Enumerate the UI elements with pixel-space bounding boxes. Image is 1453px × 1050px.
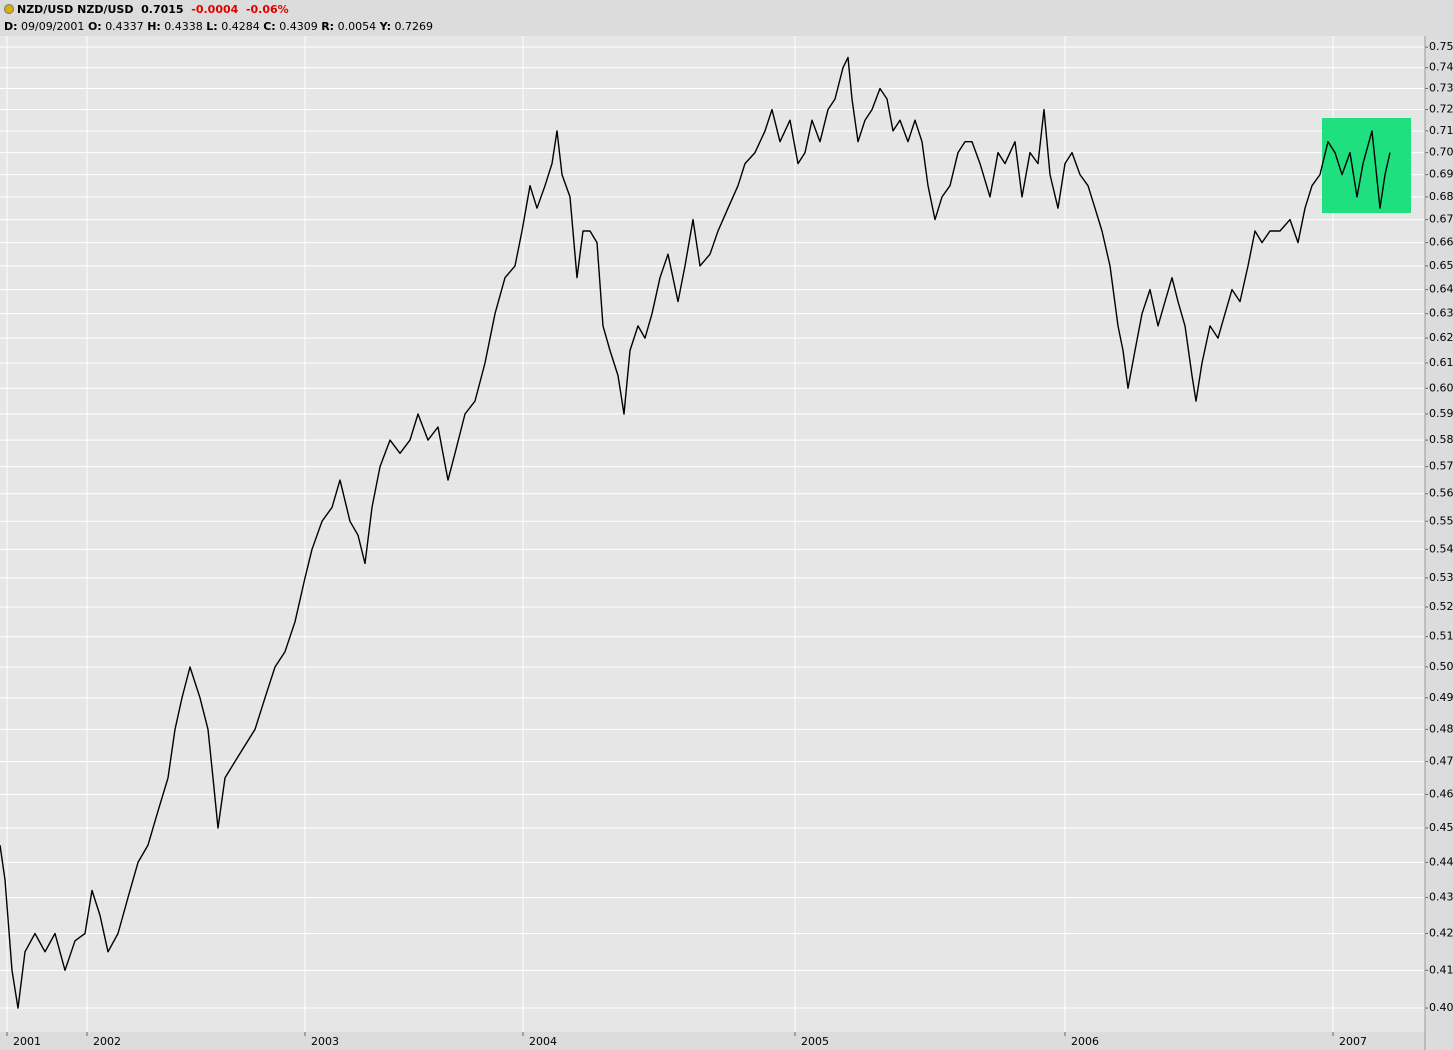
info-value: 0.7269 xyxy=(394,20,434,33)
price-line xyxy=(0,56,1391,1009)
y-tick-label: 0.73 xyxy=(1429,81,1453,94)
y-tick-label: 0.41 xyxy=(1429,963,1453,976)
info-label: C: xyxy=(263,20,276,33)
y-tick-label: 0.51 xyxy=(1429,630,1453,643)
y-tick-label: 0.61 xyxy=(1429,356,1453,369)
y-tick-label: 0.64 xyxy=(1429,283,1453,296)
y-tick-label: 0.45 xyxy=(1429,821,1453,834)
last-price: 0.7015 xyxy=(141,3,184,16)
y-tick-label: 0.54 xyxy=(1429,542,1453,555)
symbol-icon xyxy=(4,4,14,14)
y-tick-label: 0.48 xyxy=(1429,722,1453,735)
y-tick-label: 0.62 xyxy=(1429,331,1453,344)
plot-background xyxy=(0,36,1425,1032)
y-tick-label: 0.42 xyxy=(1429,926,1453,939)
x-tick-label: 2006 xyxy=(1071,1035,1099,1048)
info-label: O: xyxy=(87,20,102,33)
y-tick-label: 0.72 xyxy=(1429,103,1453,116)
y-axis-area xyxy=(1425,36,1453,1050)
info-label: R: xyxy=(321,20,335,33)
y-tick-label: 0.58 xyxy=(1429,433,1453,446)
y-tick-label: 0.67 xyxy=(1429,213,1453,226)
y-tick-label: 0.60 xyxy=(1429,381,1453,394)
info-value: 0.4284 xyxy=(221,20,260,33)
y-tick-label: 0.65 xyxy=(1429,259,1453,272)
highlight-box xyxy=(1322,118,1411,213)
title-row: NZD/USD NZD/USD 0.7015 -0.0004 -0.06% xyxy=(4,3,289,16)
y-tick-label: 0.74 xyxy=(1429,61,1453,74)
change-pct: -0.06% xyxy=(245,3,289,16)
y-tick-label: 0.69 xyxy=(1429,168,1453,181)
y-tick-label: 0.63 xyxy=(1429,307,1453,320)
x-tick-label: 2004 xyxy=(529,1035,557,1048)
y-tick-label: 0.46 xyxy=(1429,787,1453,800)
info-label: D: xyxy=(4,20,18,33)
y-tick-label: 0.68 xyxy=(1429,190,1453,203)
y-tick-label: 0.43 xyxy=(1429,891,1453,904)
y-tick-label: 0.66 xyxy=(1429,236,1453,249)
y-tick-label: 0.44 xyxy=(1429,855,1453,868)
y-tick-label: 0.70 xyxy=(1429,146,1453,159)
symbol-title: NZD/USD NZD/USD xyxy=(17,3,134,16)
info-label: Y: xyxy=(379,20,391,33)
info-label: L: xyxy=(206,20,218,33)
y-tick-label: 0.55 xyxy=(1429,514,1453,527)
y-tick-label: 0.47 xyxy=(1429,755,1453,768)
y-tick-label: 0.56 xyxy=(1429,487,1453,500)
y-tick-label: 0.49 xyxy=(1429,691,1453,704)
y-tick-label: 0.57 xyxy=(1429,460,1453,473)
info-value: 0.4309 xyxy=(279,20,318,33)
y-tick-label: 0.75 xyxy=(1429,40,1453,53)
y-tick-label: 0.52 xyxy=(1429,600,1453,613)
info-label: H: xyxy=(147,20,161,33)
change: -0.0004 xyxy=(191,3,239,16)
x-tick-label: 2005 xyxy=(801,1035,829,1048)
y-tick-label: 0.50 xyxy=(1429,660,1453,673)
y-tick-label: 0.40 xyxy=(1429,1001,1453,1014)
x-tick-label: 2001 xyxy=(13,1035,41,1048)
y-tick-label: 0.59 xyxy=(1429,407,1453,420)
header: NZD/USD NZD/USD 0.7015 -0.0004 -0.06% D:… xyxy=(0,0,1453,36)
x-axis-area xyxy=(0,1032,1425,1050)
info-value: 0.4338 xyxy=(164,20,203,33)
x-tick-label: 2007 xyxy=(1339,1035,1367,1048)
y-tick-label: 0.53 xyxy=(1429,571,1453,584)
info-row: D: 09/09/2001 O: 0.4337 H: 0.4338 L: 0.4… xyxy=(4,20,433,33)
info-value: 0.4337 xyxy=(105,20,144,33)
info-value: 0.0054 xyxy=(337,20,377,33)
x-tick-label: 2002 xyxy=(93,1035,121,1048)
x-tick-label: 2003 xyxy=(311,1035,339,1048)
info-value: 09/09/2001 xyxy=(21,20,85,33)
y-tick-label: 0.71 xyxy=(1429,124,1453,137)
